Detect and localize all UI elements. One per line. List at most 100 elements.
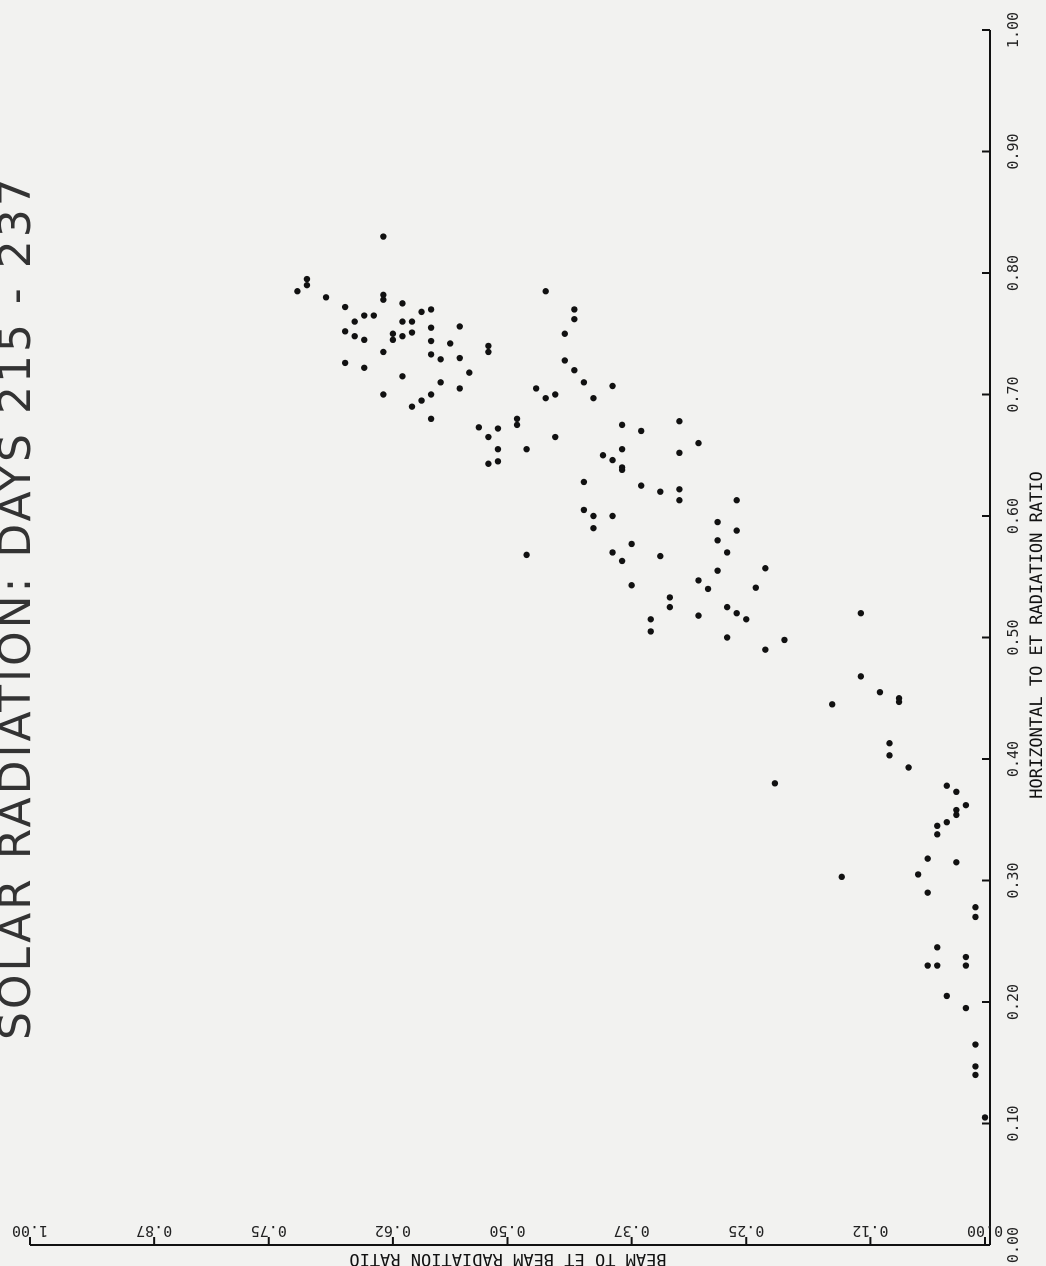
data-point xyxy=(638,427,645,435)
data-point xyxy=(427,351,435,358)
data-point xyxy=(571,315,578,323)
data-point xyxy=(618,464,626,471)
data-point xyxy=(628,540,635,548)
y-tick-label: 0.87 xyxy=(136,1222,172,1240)
y-tick-label: 1.00 xyxy=(12,1222,48,1240)
data-point xyxy=(580,506,588,514)
data-point xyxy=(934,944,941,951)
data-point xyxy=(532,385,540,392)
data-point xyxy=(934,822,941,830)
x-ticks: 0.00 0.10 0.20 0.30 0.40 0.50 0.60 0.70 0.80 0.90… xyxy=(982,12,1022,1263)
data-point xyxy=(953,811,960,819)
data-point xyxy=(924,855,931,862)
data-point xyxy=(590,394,597,402)
data-point xyxy=(303,275,311,283)
data-point xyxy=(380,348,387,356)
data-point xyxy=(399,373,406,380)
data-point xyxy=(953,859,960,866)
data-point xyxy=(552,433,559,441)
data-point xyxy=(361,336,368,344)
data-point xyxy=(618,445,626,453)
data-point xyxy=(523,551,530,559)
data-point xyxy=(876,688,884,696)
data-point xyxy=(571,367,578,374)
data-point xyxy=(427,415,435,422)
data-point xyxy=(905,764,912,771)
data-point xyxy=(580,379,588,386)
data-point xyxy=(456,385,463,392)
data-point xyxy=(341,303,349,311)
data-point xyxy=(762,565,769,572)
data-point xyxy=(447,340,454,347)
data-point xyxy=(714,537,721,544)
data-point xyxy=(924,889,931,896)
data-point xyxy=(351,318,358,325)
data-point xyxy=(609,382,616,390)
x-tick-label: 0.90 xyxy=(1004,133,1022,169)
data-point xyxy=(972,1063,979,1070)
data-point xyxy=(427,306,435,313)
data-point xyxy=(361,312,368,319)
data-point xyxy=(380,391,387,398)
data-point xyxy=(723,549,731,556)
data-point xyxy=(695,577,702,584)
data-point xyxy=(370,312,377,319)
data-point xyxy=(886,740,893,747)
data-point xyxy=(475,424,483,431)
data-point xyxy=(418,308,425,316)
x-tick-label: 0.60 xyxy=(1004,498,1022,534)
data-point xyxy=(723,603,731,611)
data-point xyxy=(647,628,654,635)
data-point xyxy=(924,962,931,969)
data-point xyxy=(695,612,702,619)
data-point xyxy=(695,439,702,447)
data-point xyxy=(351,332,358,340)
data-point xyxy=(733,527,740,534)
data-point xyxy=(934,831,941,838)
data-point xyxy=(380,233,387,240)
data-point xyxy=(934,962,941,969)
data-point xyxy=(723,634,731,641)
y-tick-label: 0.25 xyxy=(728,1222,764,1240)
data-point xyxy=(542,288,549,295)
data-point xyxy=(341,359,349,367)
data-points xyxy=(294,233,989,1121)
chart-title: SOLAR RADIATION: DAYS 215 - 237 xyxy=(0,175,41,1040)
y-ticks: 0.00 0.12 0.25 0.37 0.50 0.62 0.75 0.87 1.00 xyxy=(12,1222,1003,1245)
data-point xyxy=(485,460,492,467)
data-point xyxy=(456,354,463,362)
x-tick-label: 0.10 xyxy=(1004,1105,1022,1141)
data-point xyxy=(638,482,645,489)
data-point xyxy=(657,488,664,495)
y-tick-label: 0.50 xyxy=(489,1222,525,1240)
data-point xyxy=(494,445,502,453)
data-point xyxy=(666,594,674,601)
data-point xyxy=(628,582,635,589)
data-point xyxy=(771,780,779,787)
data-point xyxy=(580,478,588,486)
data-point xyxy=(494,458,502,465)
data-point xyxy=(437,379,444,386)
data-point xyxy=(561,357,568,364)
x-tick-label: 0.30 xyxy=(1004,862,1022,898)
data-point xyxy=(914,871,922,878)
data-point xyxy=(972,1071,979,1079)
data-point xyxy=(857,673,865,680)
x-tick-label: 1.00 xyxy=(1004,12,1022,48)
data-point xyxy=(561,330,568,337)
x-tick-label: 0.20 xyxy=(1004,984,1022,1020)
data-point xyxy=(542,394,549,402)
data-point xyxy=(437,356,444,363)
y-tick-label: 0.37 xyxy=(614,1222,650,1240)
data-point xyxy=(466,369,473,376)
data-point xyxy=(733,610,740,617)
data-point xyxy=(733,497,740,504)
data-point xyxy=(380,291,387,299)
data-point xyxy=(943,818,950,826)
data-point xyxy=(857,610,865,617)
x-axis-label: HORIZONTAL TO ET RADIATION RATIO xyxy=(1027,471,1046,799)
data-point xyxy=(389,336,397,344)
data-point xyxy=(962,801,970,809)
data-point xyxy=(427,337,435,345)
x-tick-label: 0.00 xyxy=(1004,1227,1022,1263)
